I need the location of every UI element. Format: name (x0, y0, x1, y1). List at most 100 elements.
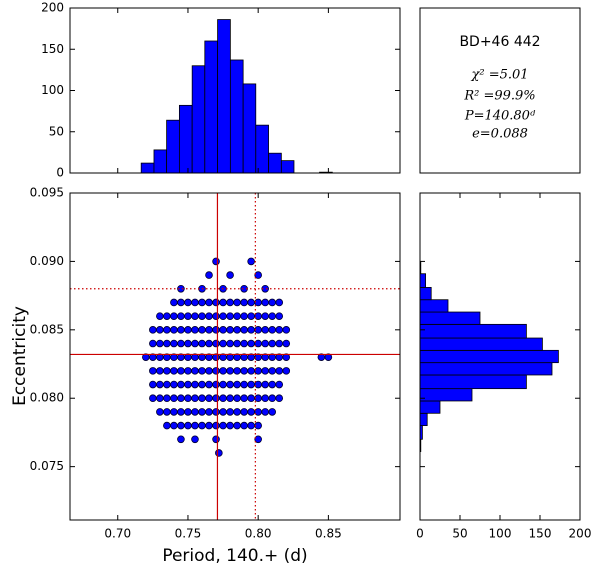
scatter-point (205, 408, 213, 416)
scatter-point (226, 326, 234, 334)
scatter-point (170, 380, 178, 389)
scatter-point (247, 312, 255, 320)
scatter-point (205, 380, 213, 389)
scatter-point (219, 312, 227, 320)
scatter-point (205, 367, 213, 375)
scatter-point (275, 367, 284, 375)
scatter-point (226, 421, 234, 430)
scatter-point (261, 298, 269, 307)
scatter-point (212, 435, 220, 444)
scatter-point (240, 284, 248, 293)
scatter-point (205, 421, 213, 430)
scatter-point (247, 408, 255, 416)
scatter-point (282, 367, 291, 375)
scatter-point (177, 312, 185, 320)
scatter-point (233, 421, 241, 430)
scatter-point (170, 298, 178, 307)
scatter-point (212, 298, 220, 307)
r-square: R² =99.9% (463, 89, 535, 104)
histogram-bar (419, 323, 527, 339)
histogram-bar (419, 412, 428, 426)
scatter-point (198, 339, 206, 348)
scatter-point (219, 339, 227, 348)
scatter-point (170, 367, 178, 375)
scatter-point (212, 326, 220, 334)
y-tick-label: 0.090 (30, 254, 64, 268)
x-tick-label: 0.75 (175, 527, 202, 541)
scatter-point (233, 326, 241, 334)
x-tick-label: 150 (529, 527, 552, 541)
info-panel (419, 7, 581, 174)
histogram-bar (419, 337, 543, 351)
scatter-point (226, 380, 234, 389)
scatter-point (261, 312, 269, 320)
scatter-point (282, 326, 291, 334)
scatter-point (212, 312, 220, 320)
scatter-point (198, 421, 206, 430)
scatter-point (177, 284, 185, 293)
histogram-bar (419, 287, 432, 301)
x-tick-label: 200 (569, 527, 592, 541)
scatter-point (261, 394, 269, 403)
scatter-point (226, 339, 234, 348)
scatter-point (149, 339, 157, 348)
histogram-bar (191, 65, 206, 174)
y-axis-label: Eccentricity (10, 306, 30, 406)
histogram-bar (419, 374, 527, 390)
scatter-point (205, 339, 213, 348)
x-tick-label: 0 (416, 527, 424, 541)
star-name: BD+46 442 (459, 34, 540, 50)
scatter-point (219, 421, 227, 430)
scatter-point (163, 380, 171, 389)
scatter-point (268, 408, 277, 416)
scatter-point (268, 326, 277, 334)
scatter-point (261, 408, 269, 416)
scatter-point (240, 421, 248, 430)
histogram-bar (419, 362, 553, 376)
scatter-point (205, 271, 213, 279)
scatter-point (163, 367, 171, 375)
eccentricity: e=0.088 (472, 127, 528, 142)
scatter-point (233, 312, 241, 320)
histogram-bar (229, 59, 244, 174)
scatter-point (184, 298, 192, 307)
scatter-point (226, 271, 234, 279)
histogram-bar (280, 160, 295, 174)
scatter-point (275, 312, 284, 320)
scatter-point (233, 408, 241, 416)
scatter-point (198, 326, 206, 334)
scatter-point (149, 380, 157, 389)
scatter-point (191, 298, 199, 307)
scatter-point (156, 326, 164, 334)
scatter-point (240, 408, 248, 416)
scatter-point (198, 312, 206, 320)
scatter-point (184, 421, 192, 430)
scatter-point (268, 367, 277, 375)
scatter-point (261, 339, 269, 348)
scatter-point (226, 394, 234, 403)
scatter-point (156, 312, 164, 320)
y-tick-label: 150 (41, 42, 64, 56)
scatter-point (191, 339, 199, 348)
scatter-point (254, 435, 262, 444)
scatter-point (191, 380, 199, 389)
scatter-point (177, 435, 185, 444)
scatter-point (233, 380, 241, 389)
scatter-point (177, 367, 185, 375)
scatter-point (226, 298, 234, 307)
scatter-point (205, 298, 213, 307)
scatter-point (156, 408, 164, 416)
histogram-bar (419, 311, 481, 325)
scatter-point (275, 298, 284, 307)
scatter-point (156, 394, 164, 403)
x-tick-label: 50 (452, 527, 467, 541)
scatter-point (226, 312, 234, 320)
y-tick-label: 0 (56, 166, 64, 180)
scatter-point (191, 421, 199, 430)
y-tick-label: 0.095 (30, 186, 64, 200)
scatter-point (163, 339, 171, 348)
scatter-point (177, 298, 185, 307)
axes-frame (69, 192, 401, 521)
